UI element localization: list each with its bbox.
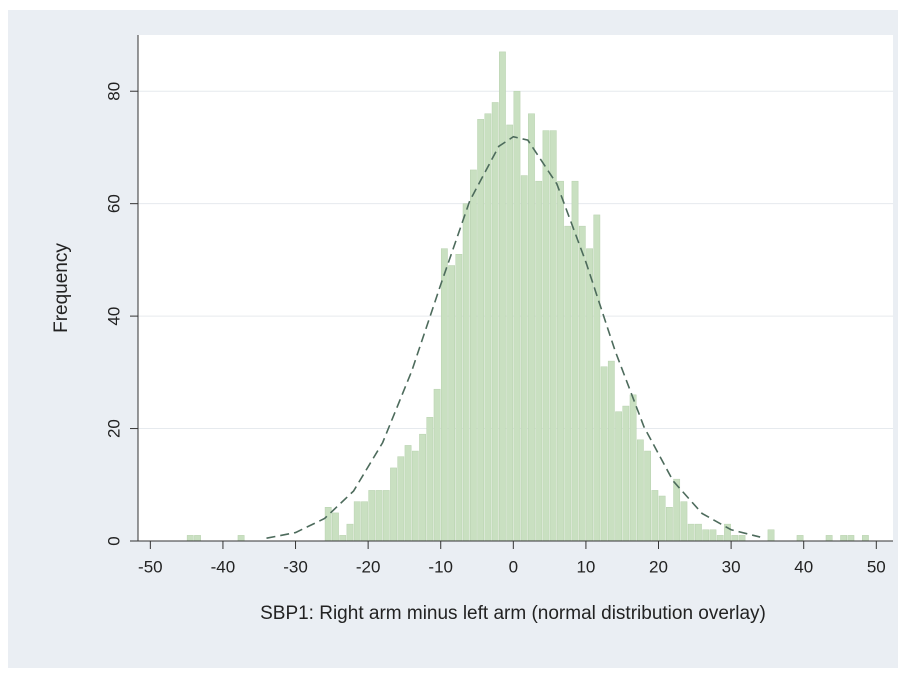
- bar: [542, 130, 550, 542]
- bar: [680, 501, 688, 542]
- bar: [491, 102, 499, 542]
- bar: [636, 439, 644, 542]
- bar: [346, 523, 354, 542]
- bar: [629, 394, 637, 542]
- bar: [644, 450, 652, 542]
- x-tick-label: -30: [283, 557, 308, 576]
- bar: [448, 265, 455, 542]
- bar: [738, 535, 746, 542]
- bar: [600, 366, 608, 542]
- bar: [622, 405, 630, 542]
- x-tick-label: 0: [509, 557, 518, 576]
- bar: [658, 495, 666, 542]
- y-tick-label: 60: [104, 194, 123, 213]
- bar: [339, 535, 347, 542]
- bar: [419, 433, 426, 542]
- bar: [796, 535, 804, 542]
- bar: [847, 535, 855, 542]
- bar: [767, 529, 775, 542]
- x-axis-title: SBP1: Right arm minus left arm (normal d…: [260, 603, 766, 624]
- bar: [499, 51, 506, 542]
- bar: [353, 501, 361, 542]
- bar: [702, 529, 710, 542]
- bar: [557, 180, 564, 542]
- bar: [607, 360, 615, 542]
- bar: [528, 113, 535, 542]
- bar: [687, 523, 695, 542]
- bar: [484, 113, 492, 542]
- bar: [520, 175, 528, 542]
- x-tick-label: 30: [722, 557, 741, 576]
- bar: [731, 535, 739, 542]
- bar: [433, 388, 441, 542]
- bar: [586, 248, 593, 542]
- bar: [651, 490, 659, 542]
- x-tick-label: 10: [576, 557, 595, 576]
- normal-curve: [266, 135, 761, 539]
- bar: [571, 180, 579, 542]
- x-tick-label: 20: [649, 557, 668, 576]
- bar: [513, 90, 521, 542]
- bar: [375, 490, 383, 542]
- x-tick-label: -10: [428, 557, 453, 576]
- bar: [506, 124, 514, 542]
- bar: [549, 130, 557, 542]
- y-tick-label: 20: [104, 419, 123, 438]
- bar: [368, 490, 376, 542]
- bar: [411, 450, 419, 542]
- bar: [237, 535, 245, 542]
- bar: [666, 507, 673, 542]
- bar: [426, 417, 434, 542]
- bar: [390, 467, 397, 542]
- bar: [404, 445, 412, 542]
- x-tick-label: -20: [356, 557, 381, 576]
- bar: [862, 535, 869, 542]
- bar: [397, 456, 405, 542]
- y-axis-title: Frequency: [51, 243, 72, 333]
- bar: [593, 214, 601, 542]
- bar: [382, 490, 390, 542]
- y-tick-label: 0: [104, 536, 123, 545]
- bar: [477, 119, 485, 542]
- y-tick-label: 80: [104, 82, 123, 101]
- bar: [716, 535, 724, 542]
- bar: [194, 535, 201, 542]
- bar: [455, 254, 463, 542]
- bar: [724, 523, 731, 542]
- bar: [825, 535, 833, 542]
- x-tick-label: 40: [794, 557, 813, 576]
- x-tick-label: -50: [138, 557, 163, 576]
- bar: [535, 180, 543, 542]
- bar: [840, 535, 848, 542]
- x-tick-label: -40: [211, 557, 236, 576]
- bar: [709, 529, 717, 542]
- bar: [186, 535, 194, 542]
- bar: [462, 203, 470, 542]
- x-tick-label: 50: [867, 557, 886, 576]
- bar: [440, 248, 448, 542]
- bar: [332, 512, 339, 542]
- bar: [470, 169, 477, 542]
- bar: [695, 523, 702, 542]
- bar: [615, 411, 622, 542]
- bar: [361, 501, 368, 542]
- bar: [564, 225, 572, 542]
- y-tick-label: 40: [104, 307, 123, 326]
- bar: [578, 225, 586, 542]
